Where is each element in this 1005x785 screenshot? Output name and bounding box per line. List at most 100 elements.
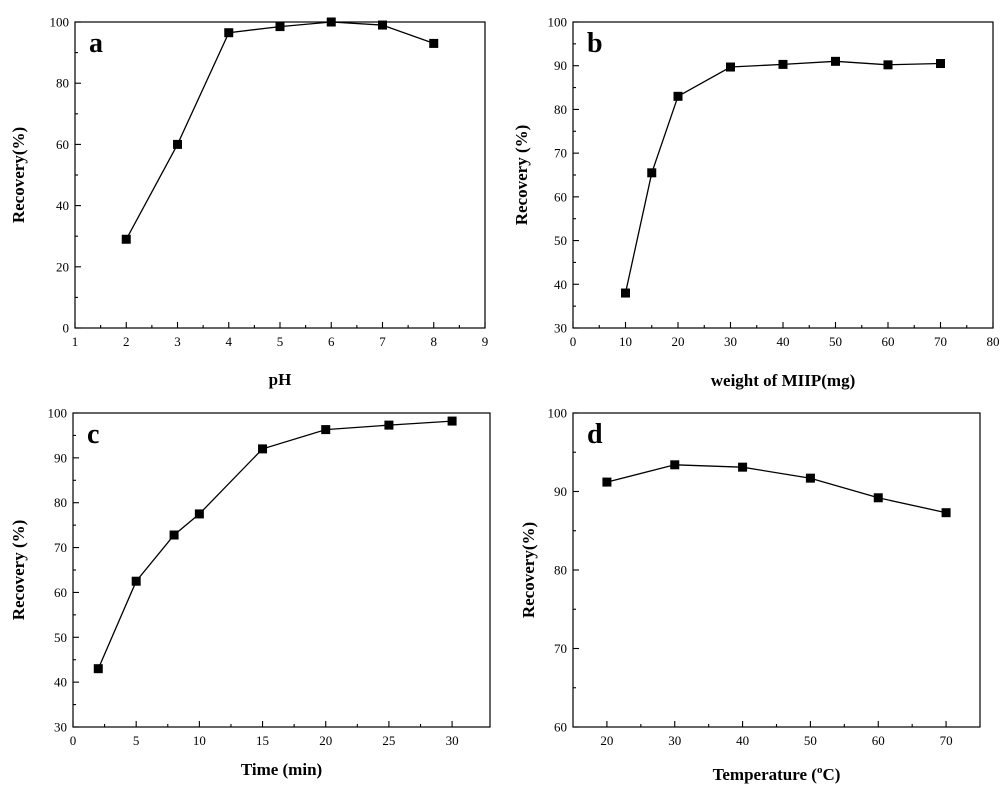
x-tick-label: 70 bbox=[934, 334, 947, 349]
data-point bbox=[936, 59, 945, 69]
data-point bbox=[169, 530, 179, 540]
y-tick-label: 60 bbox=[554, 720, 567, 735]
y-axis-title: Recovery (%) bbox=[512, 125, 531, 226]
y-tick-label: 70 bbox=[554, 641, 567, 656]
x-tick-label: 20 bbox=[319, 733, 332, 748]
x-tick-label: 0 bbox=[70, 733, 77, 748]
data-point bbox=[275, 22, 285, 32]
y-axis-title: Recovery(%) bbox=[519, 522, 538, 618]
series-line bbox=[125, 21, 435, 240]
data-point bbox=[726, 62, 735, 72]
y-tick-label: 80 bbox=[554, 102, 567, 117]
data-point bbox=[621, 288, 630, 298]
data-point bbox=[673, 91, 683, 101]
y-tick-label: 90 bbox=[554, 58, 567, 73]
data-point bbox=[131, 576, 141, 586]
data-point bbox=[258, 444, 268, 454]
y-tick-label: 80 bbox=[54, 495, 67, 510]
y-tick-label: 40 bbox=[54, 675, 67, 690]
y-tick-label: 90 bbox=[54, 450, 67, 465]
panel-letter: c bbox=[87, 419, 99, 450]
y-tick-label: 100 bbox=[548, 406, 568, 421]
plot-frame bbox=[72, 412, 491, 728]
chart-panel-c: 0 5 10 15 20 25 30 30 40 50 60 70 80 90 100 c Time (min)… bbox=[9, 406, 491, 779]
data-point bbox=[93, 664, 103, 674]
x-tick-label: 0 bbox=[570, 334, 577, 349]
x-tick-label: 70 bbox=[940, 733, 953, 748]
chart-panel-b: 0 10 20 30 40 50 60 70 80 30 40 50 60 70 80 90 100 b weigh… bbox=[512, 15, 1000, 391]
x-tick-label: 6 bbox=[328, 334, 335, 349]
y-tick-label: 80 bbox=[554, 563, 567, 578]
x-tick-label: 50 bbox=[829, 334, 842, 349]
y-tick-label: 40 bbox=[56, 198, 69, 213]
data-point bbox=[738, 462, 748, 472]
x-tick-label: 30 bbox=[668, 733, 681, 748]
data-point bbox=[173, 139, 182, 149]
data-point bbox=[873, 493, 883, 503]
data-point bbox=[121, 234, 131, 244]
x-tick-label: 5 bbox=[277, 334, 284, 349]
y-tick-label: 100 bbox=[48, 406, 68, 421]
x-tick-label: 60 bbox=[872, 733, 885, 748]
x-tick-label: 4 bbox=[226, 334, 233, 349]
data-point bbox=[194, 509, 204, 519]
data-point bbox=[883, 60, 893, 70]
x-tick-label: 5 bbox=[133, 733, 140, 748]
data-point bbox=[602, 477, 612, 487]
y-tick-label: 30 bbox=[554, 321, 567, 336]
panel-letter: a bbox=[89, 28, 103, 59]
y-tick-label: 60 bbox=[56, 137, 69, 152]
plot-frame bbox=[572, 412, 981, 728]
y-tick-label: 80 bbox=[56, 76, 69, 91]
x-tick-label: 3 bbox=[174, 334, 181, 349]
data-point bbox=[326, 17, 336, 27]
y-tick-label: 70 bbox=[54, 540, 67, 555]
x-tick-label: 2 bbox=[123, 334, 130, 349]
data-point bbox=[941, 508, 951, 518]
y-tick-label: 60 bbox=[554, 189, 567, 204]
x-tick-label: 10 bbox=[193, 733, 206, 748]
series-line bbox=[97, 420, 453, 669]
x-tick-label: 20 bbox=[672, 334, 685, 349]
series-line bbox=[606, 464, 947, 514]
data-point bbox=[224, 28, 234, 38]
y-tick-label: 50 bbox=[554, 233, 567, 248]
data-point bbox=[429, 38, 439, 48]
y-tick-label: 0 bbox=[63, 321, 70, 336]
plot-frame bbox=[74, 21, 486, 329]
chart-panel-d: 20 30 40 50 60 70 60 70 80 90 100 d Temperature (oC)… bbox=[519, 406, 981, 784]
y-axis-title: Recovery(%) bbox=[9, 127, 28, 223]
data-point bbox=[805, 473, 815, 483]
x-axis-title: pH bbox=[269, 370, 292, 389]
y-tick-label: 90 bbox=[554, 484, 567, 499]
data-point bbox=[321, 425, 331, 435]
panel-letter: b bbox=[587, 28, 603, 59]
x-axis-title: Time (min) bbox=[241, 760, 322, 779]
data-point bbox=[778, 59, 788, 69]
x-tick-label: 8 bbox=[431, 334, 438, 349]
x-axis-title: Temperature (oC) bbox=[713, 764, 841, 784]
x-tick-label: 15 bbox=[256, 733, 269, 748]
x-tick-label: 50 bbox=[804, 733, 817, 748]
x-tick-label: 80 bbox=[987, 334, 1000, 349]
x-tick-label: 30 bbox=[724, 334, 737, 349]
x-tick-label: 60 bbox=[882, 334, 895, 349]
data-point bbox=[831, 56, 840, 66]
x-axis-title: weight of MIIP(mg) bbox=[711, 371, 855, 390]
x-tick-label: 40 bbox=[777, 334, 790, 349]
y-tick-label: 70 bbox=[554, 146, 567, 161]
y-tick-label: 30 bbox=[54, 720, 67, 735]
y-axis-title: Recovery (%) bbox=[9, 520, 28, 621]
y-tick-label: 100 bbox=[548, 15, 568, 30]
series-line bbox=[624, 60, 941, 294]
data-point bbox=[378, 20, 387, 30]
x-tick-label: 20 bbox=[600, 733, 613, 748]
data-point bbox=[670, 460, 680, 470]
data-point bbox=[447, 416, 457, 426]
x-tick-label: 7 bbox=[379, 334, 386, 349]
x-tick-label: 1 bbox=[72, 334, 79, 349]
y-tick-label: 40 bbox=[554, 277, 567, 292]
x-tick-label: 25 bbox=[382, 733, 395, 748]
y-tick-label: 50 bbox=[54, 630, 67, 645]
